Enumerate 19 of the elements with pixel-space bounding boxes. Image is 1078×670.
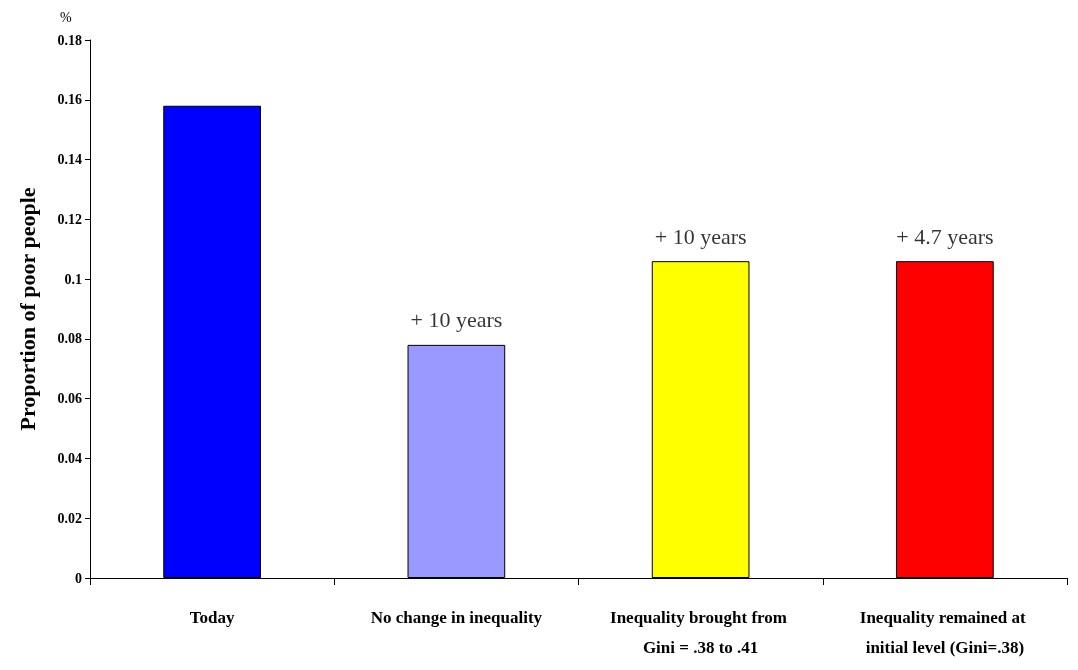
annotation: + 10 years <box>410 307 503 333</box>
y-tick-label: 0.06 <box>57 391 82 407</box>
y-tick-label: 0.16 <box>57 92 82 108</box>
y-tick-label: 0.18 <box>57 32 82 48</box>
x-tick-label: Inequality brought from Gini = .38 to .41 <box>610 607 792 657</box>
y-tick-label: 0.12 <box>57 211 82 227</box>
annotation: + 10 years <box>654 223 747 249</box>
y-tick-label: 0.08 <box>57 331 82 347</box>
x-tick-label: Today <box>189 607 235 627</box>
y-tick-label: 0.1 <box>64 271 82 287</box>
y-tick-label: 0.04 <box>57 450 82 466</box>
x-tick-label: No change in inequality <box>370 607 543 627</box>
y-axis-title: Proportion of poor people <box>14 187 40 431</box>
x-tick-label: Inequality remained at initial level (Gini=.38) <box>859 607 1030 657</box>
y-tick-label: 0.14 <box>57 152 82 168</box>
annotation: + 4.7 years <box>896 223 994 249</box>
text: % <box>60 9 72 25</box>
y-tick-label: 0 <box>75 570 82 586</box>
y-tick-label: 0.02 <box>57 510 82 526</box>
